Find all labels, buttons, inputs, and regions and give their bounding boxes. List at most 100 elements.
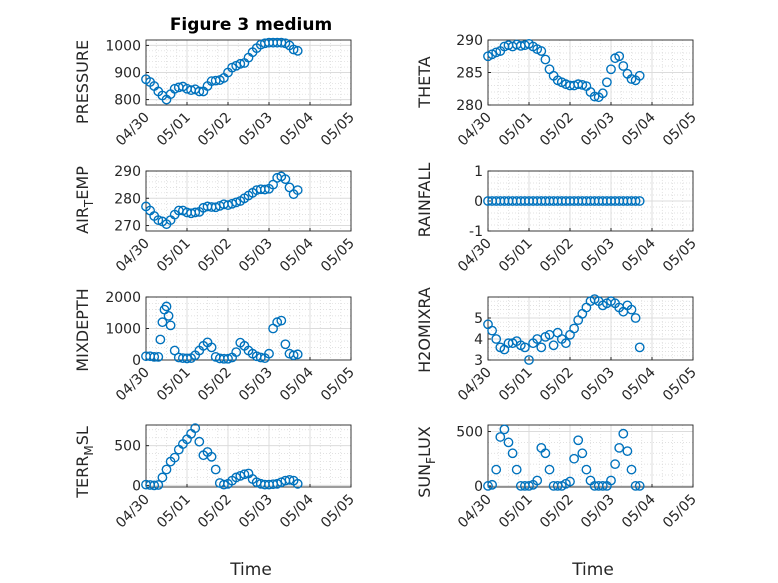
- panel-5: 0 1000 2000 04/30 05/01 05/02 05/03 05/04 05/05 M…: [73, 288, 358, 404]
- x-tick-label: 05/01: [496, 110, 536, 150]
- y-axis-label: THETA: [415, 56, 434, 108]
- data-point: [163, 310, 174, 321]
- data-point: [206, 451, 217, 462]
- data-point: [165, 320, 176, 331]
- y-axis-label: MIXDEPTH: [73, 288, 92, 371]
- x-tick-label: 05/05: [318, 110, 358, 150]
- data-point: [589, 91, 600, 102]
- data-point: [507, 448, 518, 459]
- data-point: [259, 184, 270, 195]
- data-point: [634, 342, 645, 353]
- data-point: [153, 351, 164, 362]
- data-point: [630, 196, 641, 206]
- x-tick-label: 05/05: [318, 365, 358, 405]
- data-point: [524, 355, 534, 365]
- x-tick-label: 05/01: [496, 492, 536, 532]
- data-point: [153, 480, 164, 490]
- data-point: [618, 428, 629, 439]
- data-point: [292, 185, 303, 195]
- y-tick-label: 3: [474, 353, 483, 369]
- panel-2: 280 285 290 04/30 05/01 05/02 05/03 05/04 05/05 T…: [415, 33, 700, 149]
- x-tick-label: 04/30: [113, 236, 153, 276]
- data-point: [264, 348, 274, 359]
- data-point: [288, 44, 299, 55]
- data-point: [157, 317, 168, 328]
- data-point: [540, 448, 551, 459]
- x-tick-label: 05/04: [277, 235, 317, 275]
- data-point: [491, 47, 502, 58]
- data-point: [239, 469, 250, 480]
- data-point: [182, 353, 192, 364]
- data-point: [149, 351, 160, 362]
- panel-7: 0 500 04/30 05/01 05/02 05/03 05/04 05/05 TERRMS…: [73, 423, 358, 532]
- data-point: [210, 202, 221, 213]
- data-point: [610, 459, 620, 470]
- data-point: [634, 70, 645, 81]
- x-tick-label: 05/05: [660, 236, 700, 276]
- y-tick-label: 0: [474, 194, 483, 210]
- x-tick-label: 05/01: [496, 236, 536, 276]
- y-tick-label: 290: [114, 164, 141, 180]
- data-point: [284, 474, 295, 485]
- y-tick-label: 280: [456, 98, 483, 114]
- axes-box: [145, 170, 352, 232]
- data-point: [487, 479, 497, 490]
- data-point: [565, 476, 575, 487]
- panel-6: 3 4 5 04/30 05/01 05/02 05/03 05/04 05/05 H2OMIXR…: [415, 287, 700, 404]
- x-tick-label: 05/05: [660, 365, 700, 405]
- x-tick-label: 05/03: [578, 365, 618, 405]
- panel-3: 270 280 290 04/30 05/01 05/02 05/03 05/04 05/05 A…: [73, 164, 358, 275]
- data-point: [597, 481, 608, 491]
- x-tick-label: 05/02: [195, 110, 235, 150]
- data-point: [483, 481, 493, 491]
- data-point: [190, 423, 201, 434]
- y-tick-label: 280: [114, 191, 141, 207]
- figure-title: Figure 3 medium: [170, 15, 332, 35]
- y-tick-label: 4: [474, 332, 483, 348]
- x-tick-label: 05/03: [236, 492, 276, 532]
- x-tick-label: 04/30: [455, 492, 495, 532]
- x-tick-label: 04/30: [113, 365, 153, 405]
- x-tick-label: 05/01: [154, 365, 194, 405]
- data-point: [634, 196, 645, 206]
- y-tick-label: -1: [469, 224, 483, 240]
- data-point: [511, 464, 522, 475]
- x-tick-label: 05/05: [318, 492, 358, 532]
- data-point: [520, 342, 530, 353]
- x-tick-label: 05/04: [277, 109, 317, 149]
- y-tick-label: 500: [456, 425, 483, 441]
- data-point: [206, 342, 217, 353]
- data-point: [634, 481, 645, 491]
- data-point: [280, 174, 291, 185]
- x-tick-label: 05/03: [578, 492, 618, 532]
- data-point: [561, 338, 571, 349]
- y-tick-label: 0: [132, 353, 141, 369]
- data-point: [536, 342, 547, 353]
- data-point: [155, 334, 166, 345]
- y-axis-label: PRESSURE: [73, 40, 92, 124]
- x-tick-label: 05/03: [578, 236, 618, 276]
- x-tick-label: 05/03: [236, 110, 276, 150]
- data-point: [292, 45, 303, 56]
- data-point: [161, 464, 172, 475]
- data-point: [487, 325, 497, 336]
- data-point: [622, 446, 633, 457]
- y-tick-label: 500: [114, 439, 141, 455]
- data-point: [292, 478, 303, 489]
- y-tick-label: 290: [456, 33, 483, 49]
- data-point: [597, 88, 608, 99]
- x-tick-label: 05/01: [154, 110, 194, 150]
- panel-1: 800 900 1000 04/30 05/01 05/02 05/03 05/04 05/05…: [73, 37, 358, 150]
- x-tick-label: 05/04: [277, 364, 317, 404]
- data-point: [573, 435, 584, 446]
- x-tick-label: 05/02: [195, 365, 235, 405]
- data-point: [153, 215, 164, 225]
- axes-box: [145, 424, 352, 488]
- x-tick-label: 04/30: [455, 236, 495, 276]
- x-tick-label: 05/03: [578, 110, 618, 150]
- data-point: [169, 345, 180, 356]
- x-tick-label: 05/01: [154, 492, 194, 532]
- y-tick-label: 1000: [105, 322, 141, 338]
- x-axis-label-left: Time: [229, 560, 272, 580]
